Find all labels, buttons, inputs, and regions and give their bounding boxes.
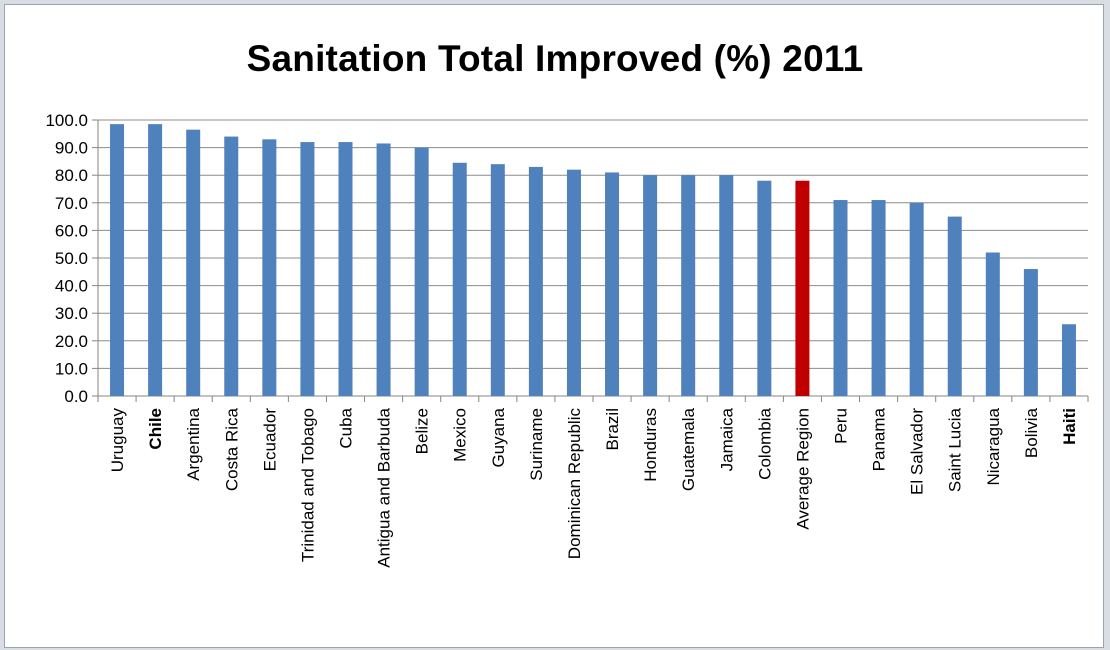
y-tick-label: 0.0 xyxy=(64,387,88,406)
x-tick-label: Costa Rica xyxy=(222,407,241,491)
y-tick-label: 70.0 xyxy=(55,194,88,213)
bar xyxy=(110,124,125,396)
bar xyxy=(566,169,581,396)
x-tick-label: Colombia xyxy=(755,407,774,479)
y-tick-label: 40.0 xyxy=(55,277,88,296)
x-tick-label: Cuba xyxy=(337,407,356,448)
bar xyxy=(262,139,277,396)
bar xyxy=(528,166,543,396)
x-tick-label: Nicaragua xyxy=(984,407,1003,485)
y-tick-label: 20.0 xyxy=(55,332,88,351)
x-tick-label: Brazil xyxy=(603,408,622,451)
x-tick-label: Belize xyxy=(413,408,432,454)
bar xyxy=(871,200,886,396)
bar xyxy=(224,136,239,396)
bar xyxy=(490,164,505,396)
x-tick-label: Dominican Republic xyxy=(565,408,584,560)
x-tick-label: Jamaica xyxy=(717,407,736,471)
bar xyxy=(300,142,315,396)
x-tick-label: Argentina xyxy=(184,407,203,480)
bar xyxy=(1061,324,1076,396)
x-tick-label: El Salvador xyxy=(908,408,927,495)
bar xyxy=(833,200,848,396)
x-tick-label: Mexico xyxy=(451,408,470,462)
y-tick-label: 60.0 xyxy=(55,221,88,240)
x-tick-label: Suriname xyxy=(527,408,546,481)
bar xyxy=(681,175,696,396)
chart-title: Sanitation Total Improved (%) 2011 xyxy=(246,38,864,79)
x-tick-label: Ecuador xyxy=(260,408,279,472)
x-tick-label: Panama xyxy=(870,407,889,471)
x-tick-label: Uruguay xyxy=(108,408,127,473)
x-tick-label: Chile xyxy=(146,408,165,450)
x-tick-label: Bolivia xyxy=(1022,407,1041,458)
x-tick-label: Peru xyxy=(832,408,851,444)
bar xyxy=(605,172,620,396)
bar xyxy=(643,175,658,396)
x-tick-label: Haiti xyxy=(1060,408,1079,445)
x-tick-label: Average Region xyxy=(793,408,812,530)
y-tick-label: 50.0 xyxy=(55,249,88,268)
x-tick-label: Antigua and Barbuda xyxy=(375,407,394,567)
y-tick-label: 100.0 xyxy=(45,111,88,130)
y-tick-label: 10.0 xyxy=(55,359,88,378)
bar xyxy=(1023,269,1038,396)
bar xyxy=(452,162,467,396)
bar xyxy=(757,180,772,396)
bar xyxy=(148,124,163,396)
bar xyxy=(376,143,391,396)
bar xyxy=(414,147,429,396)
bar xyxy=(985,252,1000,396)
bar xyxy=(909,202,924,396)
x-tick-label: Trinidad and Tobago xyxy=(298,408,317,562)
y-tick-label: 90.0 xyxy=(55,139,88,158)
y-tick-label: 30.0 xyxy=(55,304,88,323)
bar xyxy=(947,216,962,396)
x-tick-label: Saint Lucia xyxy=(946,407,965,492)
bar xyxy=(186,129,201,396)
x-tick-label: Guatemala xyxy=(679,407,698,491)
x-tick-label: Honduras xyxy=(641,408,660,482)
bar xyxy=(719,175,734,396)
bar xyxy=(338,142,353,396)
bar xyxy=(795,180,810,396)
x-tick-label: Guyana xyxy=(489,407,508,467)
y-tick-label: 80.0 xyxy=(55,166,88,185)
